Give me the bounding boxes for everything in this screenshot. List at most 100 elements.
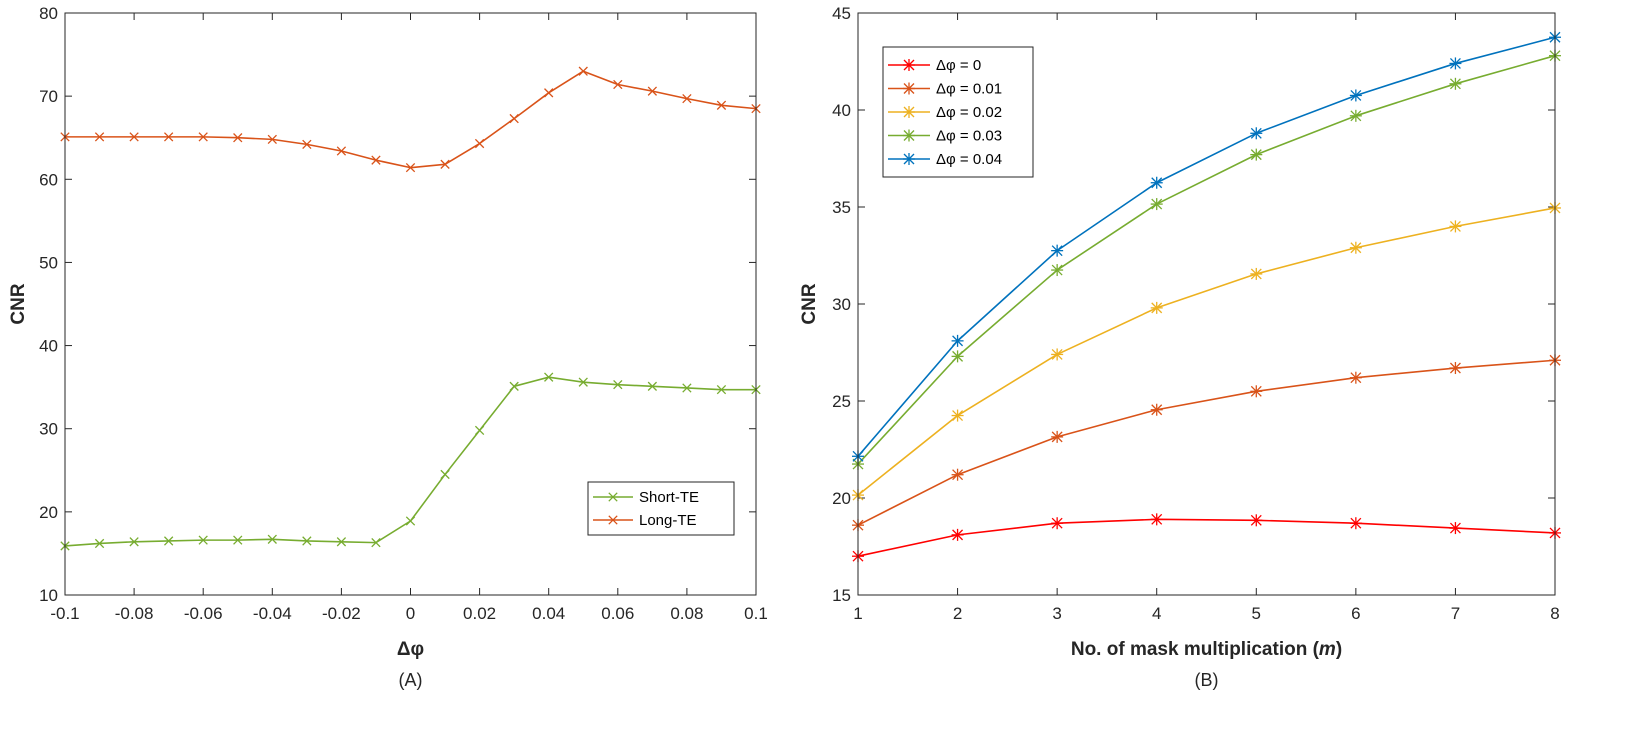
panel-b-series-3-point — [1349, 241, 1362, 254]
panel-b-series-line-3 — [857, 207, 1556, 496]
panel-b-label: (B) — [1195, 670, 1219, 690]
panel-b-x-tick-label: 5 — [1252, 604, 1261, 623]
panel-a-x-tick-label: -0.06 — [184, 604, 223, 623]
panel-a-y-tick-label: 20 — [39, 503, 58, 522]
panel-a-series-1-point — [474, 425, 485, 436]
panel-a-series-2-point — [336, 146, 347, 156]
panel-a-series-2-point — [682, 93, 692, 104]
panel-a-y-tick-label: 10 — [39, 586, 58, 605]
panel-a-series-1-point — [163, 536, 174, 546]
panel-a-series-2-point — [544, 88, 554, 98]
panel-b-x-tick-label: 1 — [853, 604, 862, 623]
panel-a-series-2-point — [129, 132, 139, 142]
panel-b-axes-box — [857, 12, 1556, 596]
panel-a-x-tick-label: 0.04 — [532, 604, 565, 623]
panel-b-series-2-point — [1051, 430, 1064, 443]
panel-b-xlabel-end: ) — [1336, 639, 1342, 660]
panel-a-series-1-point — [440, 469, 450, 480]
panel-b-series-4-point — [1449, 77, 1462, 90]
panel-b-series-4-point — [951, 350, 964, 363]
panel-b-legend-label: Δφ = 0 — [936, 57, 981, 74]
panel-a-series-2-point — [163, 132, 174, 142]
panel-b-series-1-point — [1051, 517, 1064, 530]
panel-b-series-5-point — [951, 334, 964, 347]
panel-a-x-tick-label: 0.1 — [744, 604, 768, 623]
panel-b-x-tick-label: 8 — [1550, 604, 1559, 623]
panel-a-x-tick-label: -0.08 — [115, 604, 154, 623]
panel-b-x-tick-label: 4 — [1152, 604, 1161, 623]
panel-b-y-tick-label: 45 — [832, 4, 851, 23]
panel-a-series-1-point — [509, 381, 519, 391]
panel-b-legend-marker — [903, 59, 915, 71]
panel-b-x-tick-label: 3 — [1052, 604, 1061, 623]
panel-a-series-2-point — [233, 133, 243, 143]
panel-b-xlabel-main: No. of mask multiplication ( — [1071, 639, 1320, 660]
panel-a-xlabel: Δφ — [397, 639, 424, 660]
panel-b-x-tick-label: 7 — [1451, 604, 1460, 623]
panel-a-series — [60, 66, 761, 551]
panel-a-series-2-point — [578, 66, 588, 76]
panel-b-legend-marker — [903, 153, 915, 165]
panel-a-series-1-point — [613, 379, 623, 390]
panel-b-series-5-point — [1051, 244, 1064, 257]
panel-a-series-1-point — [371, 537, 381, 548]
panel-b-x-tick-label: 2 — [953, 604, 962, 623]
panel-b-series-1-point — [1250, 514, 1263, 527]
panel-b-series-5-point — [1449, 57, 1462, 70]
panel-a-x-tick-label: -0.02 — [322, 604, 361, 623]
panel-b-series-3-point — [1150, 301, 1163, 314]
panel-a-axes-box — [64, 12, 757, 596]
panel-b-series-2-point — [1250, 385, 1263, 398]
panel-a-y-tick-label: 70 — [39, 87, 58, 106]
panel-a-series-2-point — [405, 162, 416, 173]
panel-a-label: (A) — [399, 670, 423, 690]
panel-a-series-2-point — [94, 132, 105, 142]
panel-a-series-1-point — [198, 535, 208, 545]
panel-a-series-1-point — [682, 383, 692, 393]
panel-a-x-tick-label: 0.02 — [463, 604, 496, 623]
panel-a-series-1-point — [94, 538, 105, 549]
panel-b-series-4-point — [1349, 109, 1362, 122]
panel-a-y-tick-label: 40 — [39, 337, 58, 356]
panel-a-x-tick-label: 0.08 — [670, 604, 703, 623]
panel-a-series-2-point — [440, 159, 450, 169]
panel-a-y-tick-label: 80 — [39, 4, 58, 23]
panel-a-series-1-point — [647, 381, 658, 391]
panel-b-legend-label: Δφ = 0.01 — [936, 81, 1002, 98]
panel-b-series-line-1 — [857, 518, 1556, 557]
panel-a-x-tick-label: -0.04 — [253, 604, 292, 623]
panel-b-legend-marker — [903, 82, 915, 95]
panel-b-series-line-2 — [857, 359, 1556, 526]
panel-b-series-4-point — [1150, 198, 1163, 211]
panel-b-series-4-point — [1250, 148, 1263, 161]
panel-b-y-tick-label: 25 — [832, 392, 851, 411]
panel-a-chart: -0.1 -0.08 -0.06 -0.04 -0.02 0 0.02 0.04 0.06 0.0… — [8, 4, 768, 690]
panel-b-series-line-4 — [857, 54, 1556, 465]
panel-b-legend-label: Δφ = 0.03 — [936, 128, 1002, 145]
panel-b-series-5-point — [1150, 176, 1163, 189]
panel-a-y-tick-label: 50 — [39, 253, 58, 272]
panel-a-series-1-point — [129, 537, 139, 547]
panel-a-series-2-point — [198, 132, 208, 142]
panel-b-y-tick-label: 30 — [832, 295, 851, 314]
panel-b-xlabel: No. of mask multiplication (m) — [1071, 639, 1342, 660]
panel-a-series-2-point — [474, 138, 485, 149]
panel-b-x-tick-label: 6 — [1351, 604, 1360, 623]
panel-b-series-5-point — [1250, 127, 1263, 140]
panel-a-series-1-point — [302, 536, 312, 546]
panel-a-series-1-point — [405, 516, 416, 526]
panel-a-legend-label: Long-TE — [639, 512, 697, 529]
panel-a-x-tick-label: -0.1 — [50, 604, 79, 623]
panel-b-series-4-point — [1051, 264, 1064, 277]
panel-a-legend-marker — [608, 515, 618, 525]
panel-a-legend: Short-TE Long-TE — [587, 481, 735, 536]
panel-b-legend-label: Δφ = 0.02 — [936, 104, 1002, 121]
panel-a-axes: -0.1 -0.08 -0.06 -0.04 -0.02 0 0.02 0.04 0.06 0.0… — [39, 4, 768, 623]
panel-b-legend-label: Δφ = 0.04 — [936, 151, 1002, 168]
panel-a-ylabel: CNR — [8, 283, 29, 324]
panel-b-ylabel: CNR — [799, 283, 820, 324]
panel-b-series-2-point — [951, 468, 964, 481]
panel-a-series-1-point — [267, 534, 277, 544]
